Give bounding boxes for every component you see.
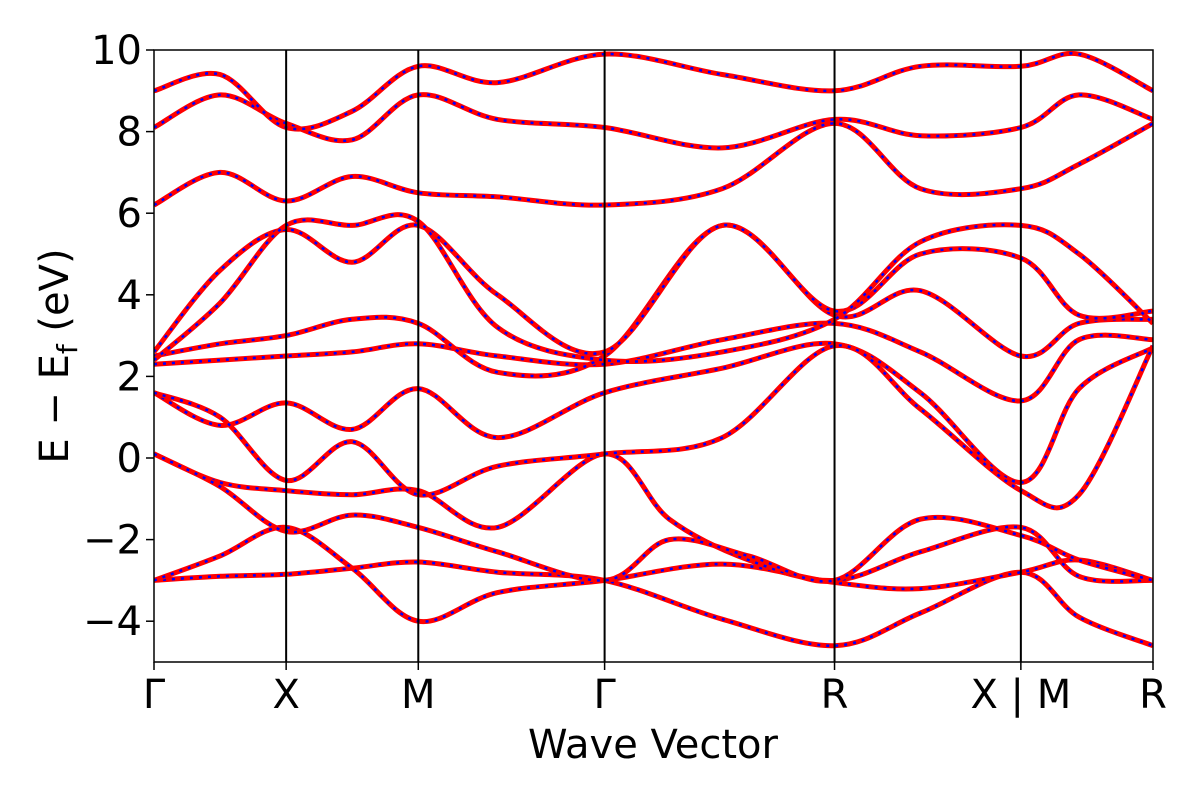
band-5-dashed [154, 342, 1153, 484]
plot-frame [153, 49, 1154, 663]
band-12-solid [154, 92, 1153, 151]
y-tick-label: −2 [83, 518, 142, 564]
band-4-dashed [154, 452, 1153, 583]
x-axis-label: Wave Vector [528, 722, 779, 768]
y-tick-label: 0 [117, 436, 142, 482]
band-13-solid [154, 50, 1153, 132]
band-3-dashed [154, 452, 1153, 583]
y-axis-label: E − Ef (eV) [32, 248, 84, 463]
y-tick-label: 4 [117, 273, 142, 319]
y-tick-label: 2 [117, 354, 142, 400]
y-tick-label: 6 [117, 191, 142, 237]
y-axis-label-subscript: f [51, 343, 84, 354]
x-tick-label: X | M [970, 672, 1071, 718]
x-tick-label: Γ [143, 672, 166, 718]
x-tick-label: M [401, 672, 436, 718]
band-6-dashed [154, 344, 1153, 509]
band-11-dashed [154, 122, 1153, 207]
y-tick-label: −4 [83, 599, 142, 645]
band-5-solid [154, 340, 1153, 486]
y-axis-label-unit: (eV) [32, 248, 78, 344]
x-tick-label: R [1139, 672, 1167, 718]
y-axis: −4 −2 0 2 4 6 8 10 [83, 28, 154, 645]
band-9-dashed [154, 223, 1153, 355]
bands-group [154, 50, 1153, 649]
band-12-dashed [154, 93, 1153, 150]
y-tick-label: 10 [91, 28, 142, 74]
band-9-solid [154, 222, 1153, 357]
band-6-solid [154, 343, 1153, 511]
high-symmetry-lines [285, 50, 1022, 662]
x-tick-label: X [272, 672, 299, 718]
band-13-dashed [154, 52, 1153, 131]
x-tick-label: Γ [593, 672, 616, 718]
y-tick-label: 8 [117, 110, 142, 156]
y-axis-label-main: E − E [32, 354, 78, 464]
x-tick-label: R [821, 672, 849, 718]
x-axis: Γ X M Γ R X | M R [143, 662, 1167, 718]
